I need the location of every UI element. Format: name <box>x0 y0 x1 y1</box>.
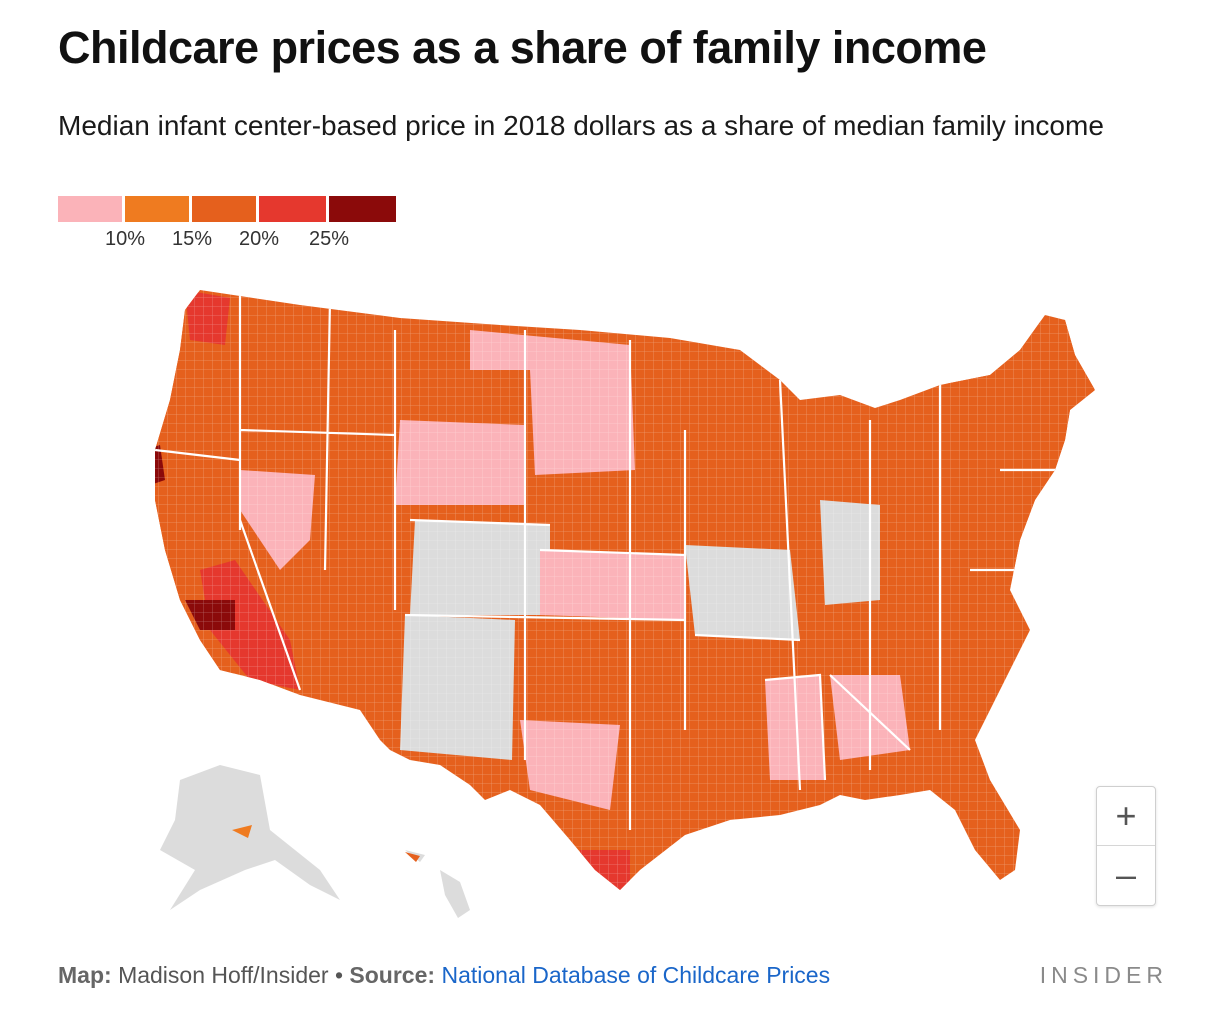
bullet: • <box>334 962 344 988</box>
legend-swatch-4 <box>259 196 326 222</box>
hawaii-orange-area <box>405 852 420 862</box>
legend-tick-20: 20% <box>238 228 280 250</box>
alaska <box>160 765 340 910</box>
legend-tick-15: 15% <box>171 228 213 250</box>
hawaii <box>405 850 470 918</box>
insider-logo: INSIDER <box>1039 962 1168 988</box>
state-borders <box>155 290 1095 830</box>
legend-swatch-5 <box>329 196 396 222</box>
zoom-in-button[interactable]: + <box>1097 787 1155 846</box>
map-label: Map: <box>58 962 112 988</box>
chart-title: Childcare prices as a share of family in… <box>58 22 987 73</box>
legend-tick-10: 10% <box>104 228 146 250</box>
source-label: Source: <box>349 962 436 988</box>
us-county-map[interactable] <box>140 270 1180 960</box>
legend-swatch-3 <box>192 196 256 222</box>
color-legend: 10% 15% 20% 25% <box>58 196 398 256</box>
zoom-out-button[interactable]: – <box>1115 854 1137 895</box>
legend-swatch-1 <box>58 196 122 222</box>
legend-swatch-2 <box>125 196 189 222</box>
zoom-control: + – <box>1096 786 1156 906</box>
source-link[interactable]: National Database of Childcare Prices <box>441 962 831 988</box>
credit-line: Map: Madison Hoff/Insider • Source: Nati… <box>58 962 830 989</box>
chart-subtitle: Median infant center-based price in 2018… <box>58 110 1104 141</box>
legend-tick-25: 25% <box>308 228 350 250</box>
map-credit: Madison Hoff/Insider <box>118 962 329 988</box>
alaska-orange-area <box>232 825 252 838</box>
